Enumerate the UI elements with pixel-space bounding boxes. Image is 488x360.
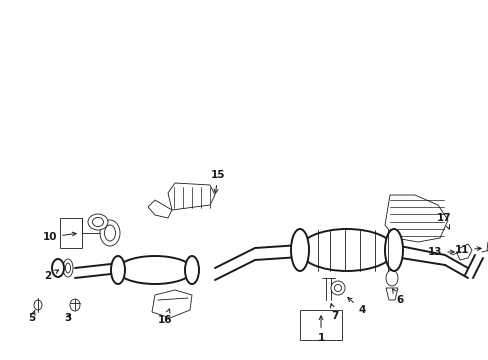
Text: 12: 12 [0, 359, 1, 360]
Polygon shape [168, 183, 215, 210]
Text: 2: 2 [44, 270, 59, 281]
Polygon shape [152, 290, 192, 318]
Ellipse shape [334, 284, 341, 292]
Text: 5: 5 [28, 310, 36, 323]
Ellipse shape [52, 259, 64, 277]
Polygon shape [486, 238, 488, 256]
Ellipse shape [290, 229, 308, 271]
Ellipse shape [330, 281, 345, 295]
Text: 10: 10 [42, 232, 76, 242]
Ellipse shape [184, 256, 199, 284]
Ellipse shape [88, 214, 108, 230]
Ellipse shape [65, 263, 70, 273]
Polygon shape [385, 288, 397, 300]
Text: 1: 1 [317, 316, 324, 343]
Bar [299, 310, 341, 340]
Text: 7: 7 [330, 304, 338, 321]
Ellipse shape [104, 225, 115, 241]
Text: 9: 9 [0, 359, 1, 360]
Bar [60, 218, 82, 248]
Text: 16: 16 [158, 309, 172, 325]
Polygon shape [148, 200, 172, 218]
Ellipse shape [63, 259, 73, 277]
Polygon shape [384, 195, 447, 242]
Text: 18: 18 [0, 359, 1, 360]
Ellipse shape [385, 270, 397, 286]
Ellipse shape [34, 300, 42, 310]
Text: 15: 15 [210, 170, 225, 193]
Ellipse shape [70, 299, 80, 311]
Text: 8: 8 [0, 359, 1, 360]
Ellipse shape [117, 256, 192, 284]
Ellipse shape [92, 217, 103, 226]
Text: 4: 4 [347, 298, 365, 315]
Ellipse shape [111, 256, 125, 284]
Text: 14: 14 [0, 359, 1, 360]
Polygon shape [456, 244, 471, 260]
Ellipse shape [299, 229, 394, 271]
Text: 6: 6 [392, 289, 403, 305]
Ellipse shape [384, 229, 402, 271]
Ellipse shape [100, 220, 120, 246]
Text: 3: 3 [64, 313, 71, 323]
Text: 11: 11 [454, 245, 480, 255]
Text: 13: 13 [427, 247, 453, 257]
Text: 17: 17 [436, 213, 450, 229]
